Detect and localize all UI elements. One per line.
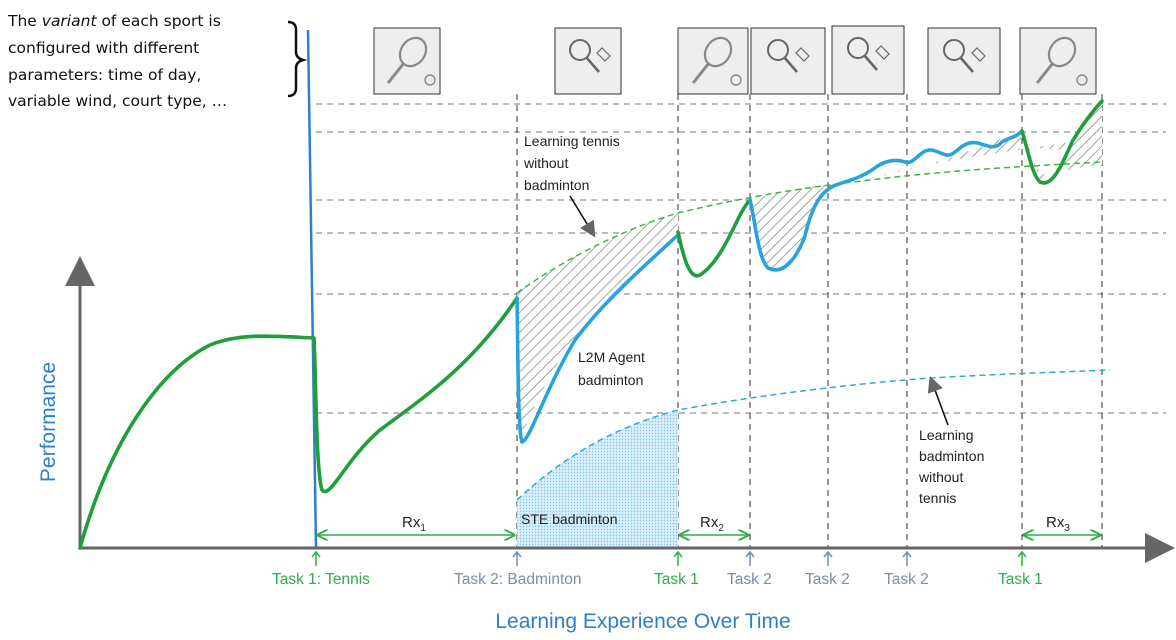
svg-text:Rx2: Rx2	[700, 514, 724, 534]
thumbnail-3	[677, 27, 749, 95]
thumbnail-5	[831, 25, 905, 95]
task-tick-label: Task 2	[727, 571, 772, 588]
thumbnail-6	[927, 27, 1001, 95]
badminton-racket-icon	[847, 37, 890, 71]
badminton-racket-icon	[569, 39, 611, 73]
badminton-racket-icon	[943, 39, 986, 73]
svg-text:badminton: badminton	[919, 448, 984, 464]
rx-interval-1: Rx1	[318, 514, 514, 535]
rx-interval-2: Rx2	[680, 514, 748, 535]
svg-text:Learning tennis: Learning tennis	[524, 133, 620, 149]
annotation-arrow-tennis	[569, 195, 596, 238]
annotation-arrow-badminton	[927, 376, 949, 426]
svg-text:parameters: time of day,: parameters: time of day,	[8, 66, 201, 84]
task-tick-label: Task 1: Tennis	[272, 571, 370, 588]
tennis-curve-after-switch	[312, 296, 519, 494]
annotation-ste: STE badminton	[521, 511, 618, 527]
svg-text:The variant of each sport is: The variant of each sport is	[7, 12, 221, 30]
annotation-tennis-without-badminton: Learning tennis without badminton	[523, 133, 620, 193]
l2m-agent-badminton-curve	[515, 233, 680, 444]
tennis-curve-task1-b	[676, 198, 752, 278]
annotation-badminton-without-tennis: Learning badminton without tennis	[918, 427, 984, 506]
svg-text:L2M Agent: L2M Agent	[578, 349, 645, 365]
variant-note: The variant of each sport is configured …	[7, 12, 227, 110]
task-tick-arrows	[311, 550, 1027, 566]
thumbnail-2	[554, 27, 622, 95]
svg-text:without: without	[523, 155, 568, 171]
tennis-racket-icon	[386, 36, 436, 86]
svg-text:Rx3: Rx3	[1046, 514, 1070, 534]
thumbnail-1	[373, 27, 441, 95]
tennis-racket-icon	[691, 36, 742, 86]
rx-interval-3: Rx3	[1024, 514, 1100, 535]
task-tick-label: Task 1	[998, 571, 1043, 588]
y-axis-label: Performance	[37, 362, 60, 482]
task-tick-label: Task 2	[884, 571, 929, 588]
horizontal-grid	[316, 103, 1166, 414]
task-tick-labels: Task 1: Tennis Task 2: Badminton Task 1 …	[272, 571, 1043, 588]
svg-text:Learning: Learning	[919, 427, 974, 443]
svg-text:tennis: tennis	[919, 490, 956, 506]
task-tick-label: Task 2	[805, 571, 850, 588]
ste-dotted-region	[517, 410, 678, 548]
annotation-l2m-agent: L2M Agent badminton	[578, 349, 645, 388]
task-switch-line	[306, 29, 318, 549]
badminton-curve-task2-b	[748, 129, 1024, 272]
task-tick-label: Task 2: Badminton	[454, 571, 582, 588]
badminton-racket-icon	[767, 39, 810, 73]
svg-text:badminton: badminton	[578, 372, 643, 388]
task-tick-label: Task 1	[654, 571, 699, 588]
svg-text:Rx1: Rx1	[402, 514, 426, 534]
tennis-racket-icon	[1035, 36, 1088, 86]
svg-text:variable wind, court type, …: variable wind, court type, …	[8, 92, 227, 110]
badminton-without-tennis-curve	[516, 369, 1111, 501]
svg-text:badminton: badminton	[524, 177, 589, 193]
tennis-curve-task1-c	[1020, 99, 1104, 185]
tennis-learning-curve-initial	[78, 334, 316, 550]
tennis-without-badminton-curve	[516, 161, 1103, 294]
transfer-hatch-region-2	[748, 185, 828, 271]
transfer-hatch-region-5	[1022, 101, 1102, 180]
svg-text:configured with different: configured with different	[8, 39, 199, 57]
thumbnail-row	[373, 25, 1097, 95]
note-brace	[287, 20, 308, 98]
svg-text:without: without	[918, 469, 963, 485]
thumbnail-7	[1019, 27, 1097, 95]
x-axis-label: Learning Experience Over Time	[495, 610, 790, 633]
thumbnail-4	[750, 27, 826, 95]
